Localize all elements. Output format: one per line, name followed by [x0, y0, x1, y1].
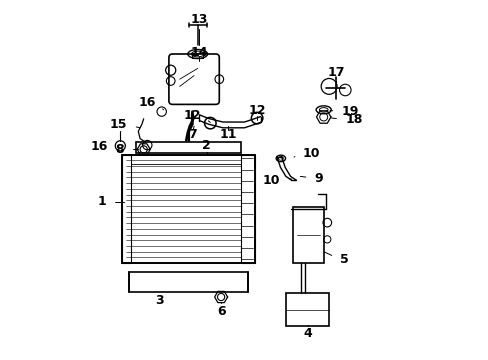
Text: 6: 6: [216, 305, 225, 318]
Text: 16: 16: [90, 140, 107, 153]
Bar: [241, 155, 255, 263]
Text: 8: 8: [115, 143, 123, 156]
Text: 7: 7: [187, 129, 196, 141]
Text: 10: 10: [263, 174, 280, 186]
Text: 17: 17: [327, 66, 345, 78]
Text: 12: 12: [248, 104, 265, 117]
Text: 9: 9: [314, 172, 323, 185]
Bar: [192, 53, 203, 58]
Bar: [129, 272, 247, 292]
Text: 14: 14: [190, 46, 208, 59]
Text: 2: 2: [202, 139, 211, 152]
Text: 16: 16: [139, 96, 156, 109]
Bar: [292, 207, 323, 263]
Text: 18: 18: [345, 113, 362, 126]
Text: 4: 4: [303, 327, 311, 340]
Text: 5: 5: [339, 253, 348, 266]
Bar: [122, 155, 255, 263]
Text: 15: 15: [110, 118, 127, 131]
Text: 13: 13: [190, 13, 208, 26]
Text: 3: 3: [155, 294, 164, 307]
Bar: [285, 293, 328, 326]
Text: 10: 10: [302, 147, 319, 159]
Text: 11: 11: [219, 129, 237, 141]
Text: 19: 19: [341, 105, 358, 118]
Bar: [122, 155, 131, 263]
Bar: [136, 142, 241, 153]
Text: 12: 12: [183, 109, 201, 122]
Text: 1: 1: [97, 195, 106, 208]
